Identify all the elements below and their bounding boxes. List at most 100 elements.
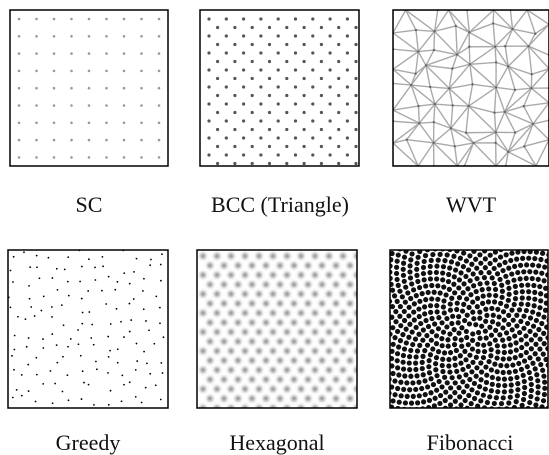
sample-dot xyxy=(426,412,431,417)
sample-dot xyxy=(305,262,311,269)
mesh-edge xyxy=(393,109,420,124)
sample-dot xyxy=(250,76,254,81)
sample-dot xyxy=(497,254,504,260)
sample-dot xyxy=(379,342,384,347)
sample-dot xyxy=(451,281,457,287)
sample-dot xyxy=(529,236,534,241)
sample-dot xyxy=(435,283,441,289)
sample-dot xyxy=(428,257,434,264)
sample-dot xyxy=(419,359,425,365)
sample-dot xyxy=(302,25,306,30)
sample-dot xyxy=(501,317,507,323)
sample-dot xyxy=(366,373,371,378)
sample-dot xyxy=(105,303,108,305)
mesh-edge xyxy=(524,139,549,148)
sample-dot xyxy=(492,361,498,367)
sample-dot xyxy=(62,324,65,327)
mesh-edge xyxy=(495,111,506,133)
sample-dot xyxy=(473,322,479,328)
sample-dot xyxy=(399,240,404,245)
mesh-edge xyxy=(528,45,549,70)
sample-dot xyxy=(17,121,21,125)
mesh-node xyxy=(494,131,497,134)
sample-dot xyxy=(326,253,332,259)
sample-dot xyxy=(270,272,276,278)
mesh-edge xyxy=(504,89,516,113)
sample-dot xyxy=(242,51,246,55)
mesh-edge xyxy=(465,132,475,144)
sample-dot xyxy=(516,230,521,235)
sample-dot xyxy=(67,399,70,402)
sample-dot xyxy=(361,377,366,382)
sample-dot xyxy=(90,337,93,339)
mesh-edge xyxy=(512,28,536,35)
sample-dot xyxy=(116,280,119,283)
sample-dot xyxy=(515,269,521,276)
mesh-edge xyxy=(456,142,475,166)
sample-dot xyxy=(135,342,138,345)
sample-dot xyxy=(452,390,458,396)
mesh-edge xyxy=(511,10,528,30)
sample-dot xyxy=(521,250,527,255)
sample-dot xyxy=(481,348,488,355)
sample-dot xyxy=(470,309,476,315)
sample-dot xyxy=(207,319,213,326)
mesh-edge xyxy=(451,54,458,69)
sample-dot xyxy=(87,69,91,73)
sample-dot xyxy=(463,372,469,378)
mesh-node xyxy=(433,30,436,33)
sample-dot xyxy=(444,380,450,386)
mesh-edge xyxy=(425,64,453,70)
sample-dot xyxy=(390,348,395,354)
sample-dot xyxy=(143,350,145,353)
sample-dot xyxy=(384,361,389,366)
sample-dot xyxy=(477,252,483,258)
sample-dot xyxy=(259,17,263,21)
sample-dot xyxy=(433,341,440,347)
sample-dot xyxy=(536,263,542,269)
sample-dot xyxy=(477,315,483,321)
sample-dot xyxy=(420,399,427,405)
sample-dot xyxy=(454,250,460,254)
sample-dot xyxy=(392,392,398,398)
sample-dot xyxy=(267,110,272,115)
sample-dot xyxy=(224,51,228,55)
sample-dot xyxy=(433,222,438,227)
mesh-edge xyxy=(507,45,530,67)
sample-dot xyxy=(319,395,325,402)
sample-dot xyxy=(345,17,349,21)
sample-dot xyxy=(214,329,220,335)
mesh-edge xyxy=(469,61,497,66)
sample-dot xyxy=(479,234,484,239)
sample-dot xyxy=(378,358,383,363)
sample-dot xyxy=(123,272,126,275)
sample-dot xyxy=(374,363,379,368)
sample-dot xyxy=(535,356,541,362)
sample-dot xyxy=(511,277,517,283)
sample-dot xyxy=(506,400,512,406)
mesh-edge xyxy=(494,46,497,63)
mesh-node xyxy=(530,87,533,90)
sample-dot xyxy=(214,291,220,297)
sample-dot xyxy=(337,127,341,132)
sample-dot xyxy=(401,278,407,284)
sample-dot xyxy=(456,314,462,320)
sample-dot xyxy=(487,341,493,347)
sample-dot xyxy=(525,282,531,288)
sample-dot xyxy=(415,400,421,406)
sample-dot xyxy=(319,93,323,98)
sample-dot xyxy=(542,307,548,313)
sample-dot xyxy=(379,323,384,328)
pattern xyxy=(207,17,358,166)
sample-dot xyxy=(460,410,465,415)
sample-dot xyxy=(492,257,498,263)
sample-dot xyxy=(435,349,442,355)
sample-dot xyxy=(483,335,489,341)
sample-dot xyxy=(407,414,412,419)
sample-dot xyxy=(259,136,263,140)
sample-dot xyxy=(20,374,23,376)
sample-dot xyxy=(469,346,476,352)
sample-dot xyxy=(311,68,315,72)
sample-dot xyxy=(133,271,135,273)
